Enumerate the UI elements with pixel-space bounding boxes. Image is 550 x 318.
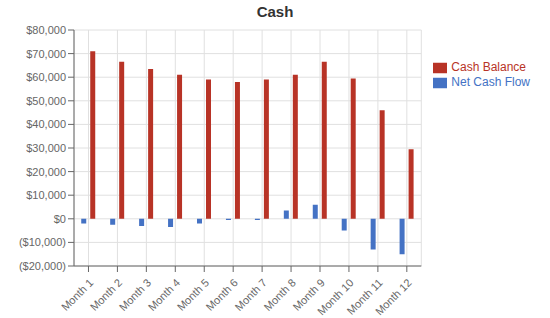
svg-text:$40,000: $40,000	[26, 118, 66, 130]
svg-text:$20,000: $20,000	[26, 166, 66, 178]
svg-text:Month 7: Month 7	[232, 276, 270, 313]
svg-text:$0: $0	[54, 213, 66, 225]
svg-text:$70,000: $70,000	[26, 48, 66, 60]
svg-text:($20,000): ($20,000)	[19, 260, 66, 272]
svg-text:Month 9: Month 9	[290, 276, 327, 313]
html-text:Net Cash Flow: Net Cash Flow	[451, 74, 530, 89]
svg-text:Month 6: Month 6	[203, 276, 241, 313]
svg-text:$50,000: $50,000	[26, 95, 66, 107]
svg-text:$30,000: $30,000	[26, 142, 66, 154]
svg-text:Month 5: Month 5	[174, 276, 212, 313]
svg-text:Month 12: Month 12	[373, 276, 414, 317]
svg-text:Month 4: Month 4	[145, 276, 183, 313]
svg-text:($10,000): ($10,000)	[19, 236, 66, 248]
svg-text:Month 10: Month 10	[315, 276, 356, 318]
svg-text:$80,000: $80,000	[26, 24, 66, 36]
html-text:Cash Balance: Cash Balance	[451, 60, 526, 74]
svg-text:Month 1: Month 1	[58, 276, 96, 313]
svg-text:Month 3: Month 3	[116, 276, 154, 313]
svg-text:$60,000: $60,000	[26, 71, 66, 83]
svg-text:Month 11: Month 11	[344, 276, 385, 317]
svg-text:$10,000: $10,000	[26, 189, 66, 201]
svg-text:Month 8: Month 8	[261, 276, 298, 313]
svg-text:Month 2: Month 2	[87, 276, 125, 313]
html-text:Cash: Cash	[256, 3, 294, 20]
